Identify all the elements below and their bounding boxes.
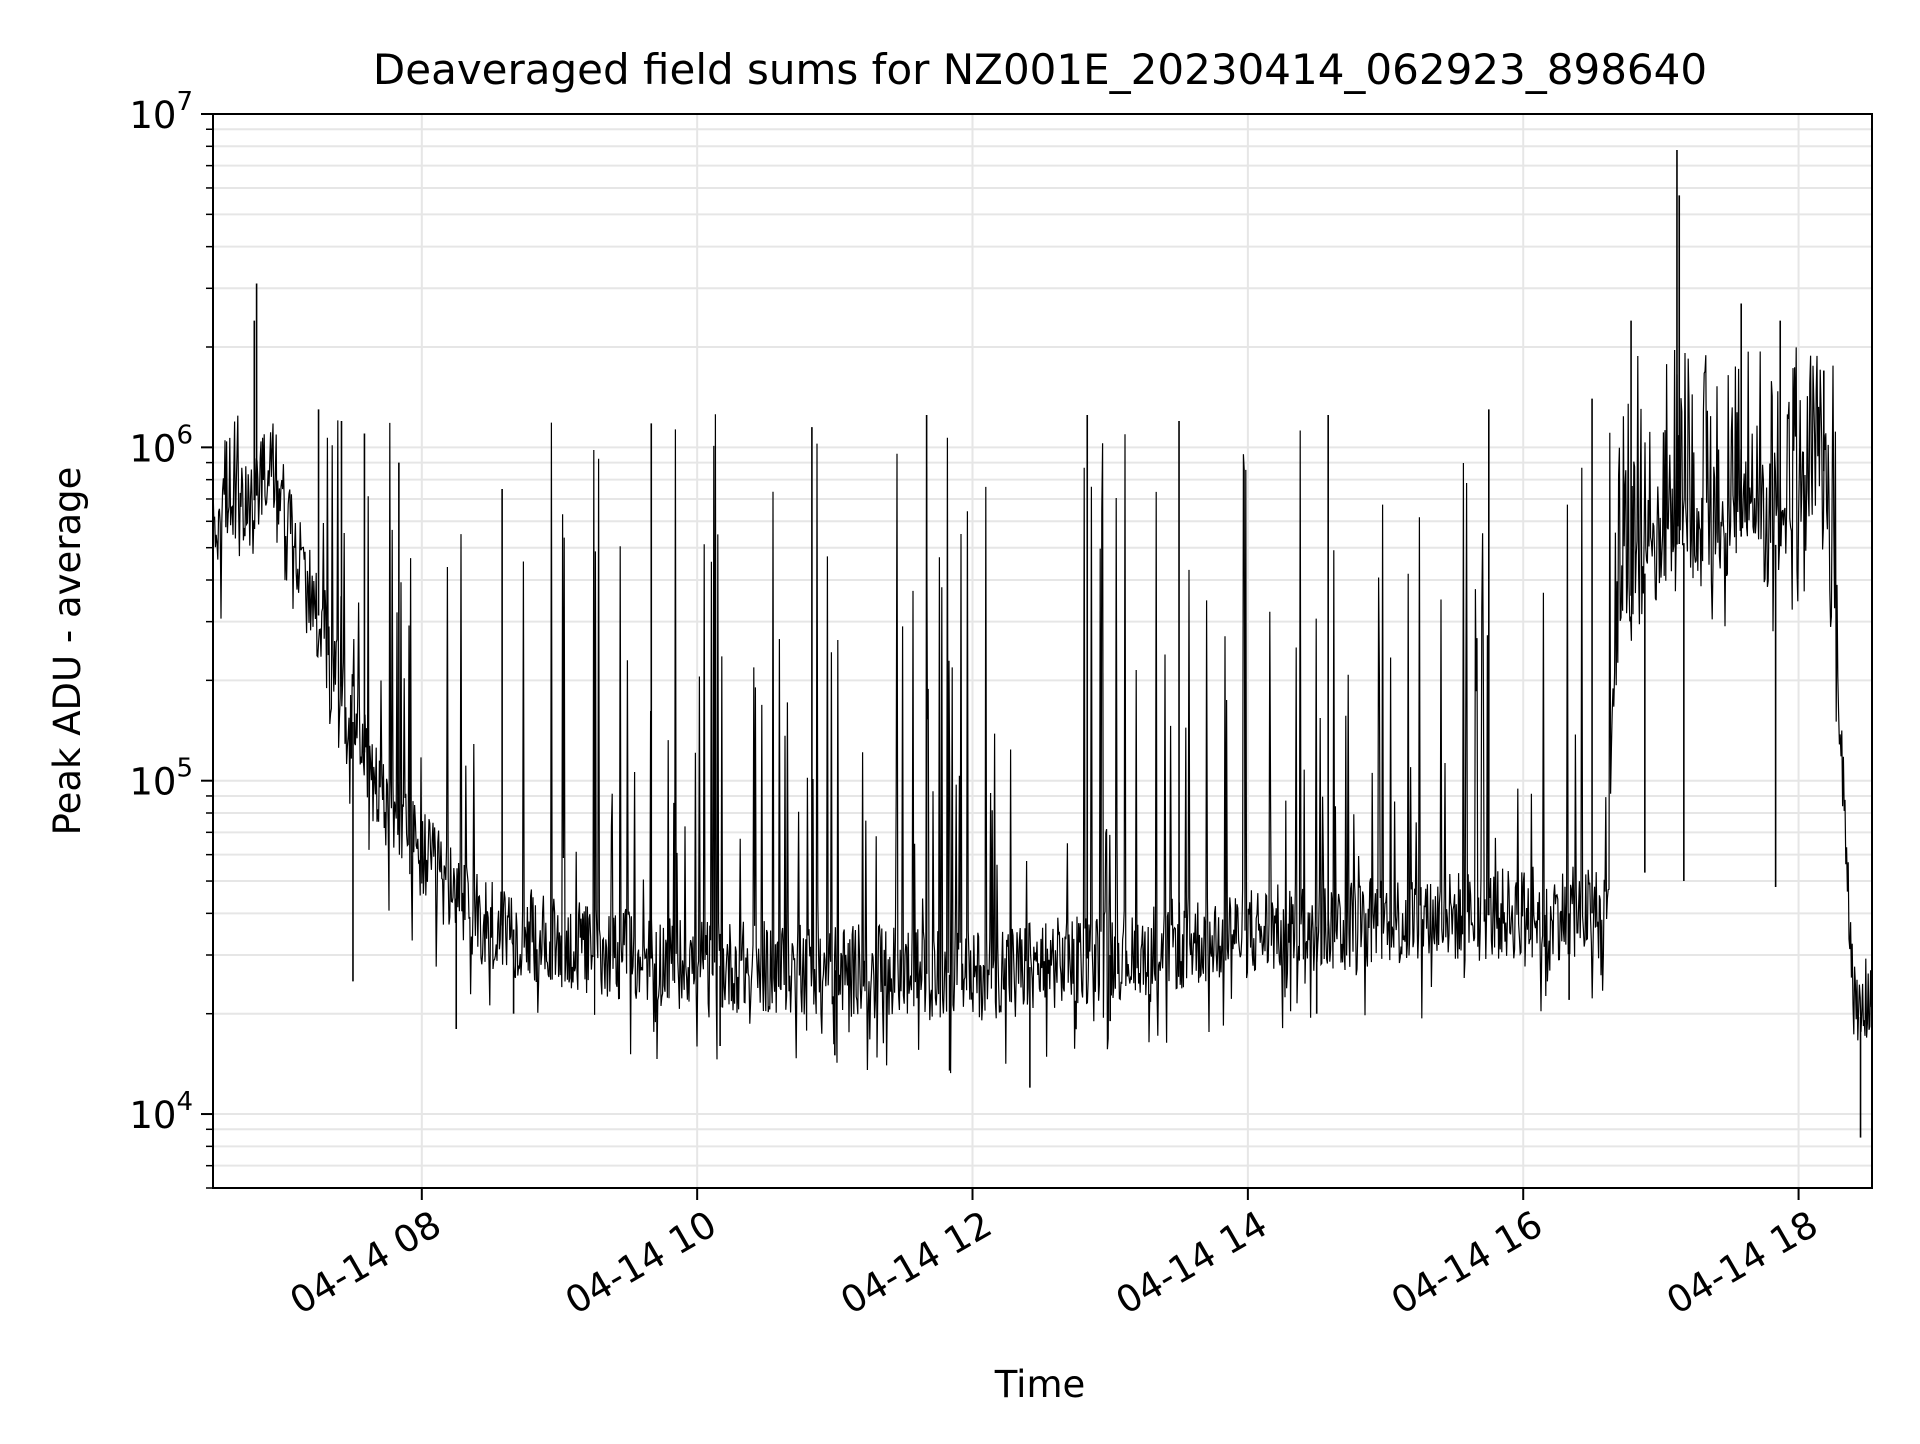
- y-tick-label-base: 10: [129, 761, 176, 804]
- y-tick-label-exponent: 4: [176, 1087, 193, 1117]
- y-tick-label-base: 10: [129, 427, 176, 470]
- y-tick-label-base: 10: [129, 1094, 176, 1137]
- y-tick-label-exponent: 5: [176, 754, 193, 784]
- series-line: [212, 347, 1872, 1074]
- y-axis-label: Peak ADU - average: [46, 467, 89, 836]
- y-tick-label: 106: [129, 420, 193, 470]
- x-axis-label: Time: [994, 1363, 1086, 1406]
- y-tick-label: 104: [129, 1087, 193, 1137]
- chart-title: Deaveraged field sums for NZ001E_2023041…: [373, 45, 1707, 94]
- y-tick-label: 107: [129, 87, 193, 137]
- plot-area-frame: [212, 113, 1873, 1189]
- data-layer: [212, 149, 1872, 1138]
- y-tick-label: 105: [129, 754, 193, 804]
- y-tick-label-base: 10: [129, 94, 176, 137]
- y-tick-label-exponent: 7: [176, 87, 193, 117]
- y-tick-label-exponent: 6: [176, 420, 193, 450]
